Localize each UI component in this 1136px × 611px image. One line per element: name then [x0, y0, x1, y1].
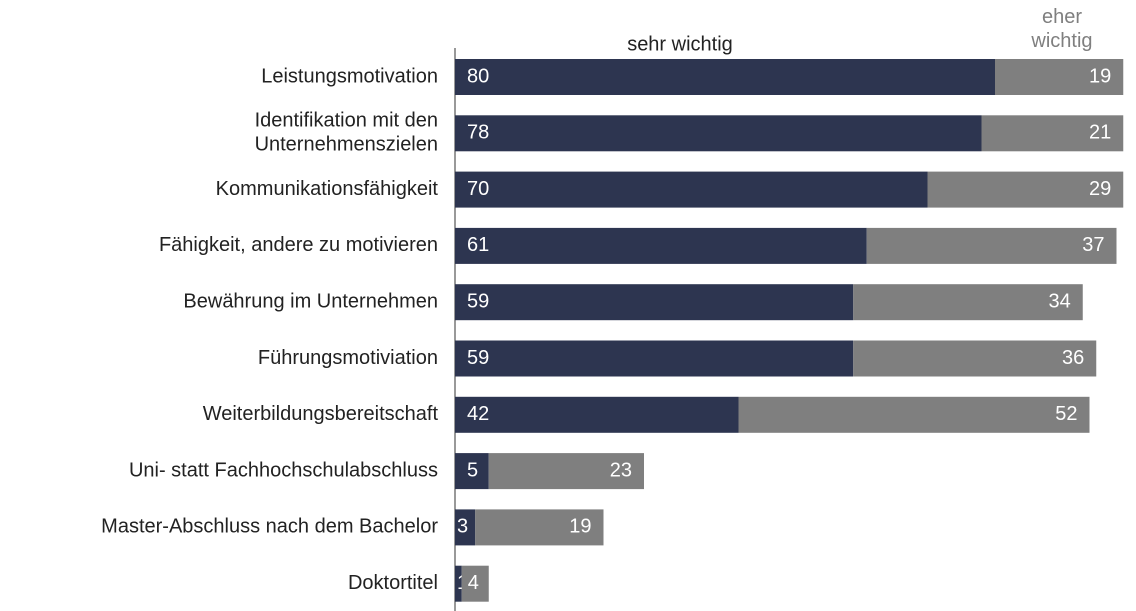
- value-label: 19: [1089, 65, 1111, 87]
- bar-segment: [853, 284, 1083, 321]
- value-label: 23: [610, 459, 632, 481]
- value-label: 3: [457, 516, 468, 538]
- bar-segment: [455, 115, 982, 152]
- bar-segment: [927, 171, 1124, 208]
- value-label: 78: [467, 122, 489, 144]
- category-label: Master-Abschluss nach dem Bachelor: [101, 516, 438, 538]
- category-label: Identifikation mit den Unternehmenszielen: [255, 110, 438, 156]
- bar-segment: [461, 565, 489, 602]
- category-label: Bewährung im Unternehmen: [183, 290, 438, 312]
- bar-segment: [455, 396, 739, 433]
- value-label: 70: [467, 178, 489, 200]
- value-label: 19: [569, 516, 591, 538]
- category-label: Fähigkeit, andere zu motivieren: [159, 234, 438, 256]
- value-label: 36: [1062, 347, 1084, 369]
- value-label: 37: [1082, 234, 1104, 256]
- bar-segment: [455, 509, 476, 546]
- bar-segment: [853, 340, 1097, 377]
- bar-segment: [455, 171, 928, 208]
- bar-segment: [455, 59, 995, 95]
- value-label: 34: [1049, 290, 1071, 312]
- legend-label: sehr wichtig: [627, 33, 733, 55]
- bar-segment: [455, 453, 489, 490]
- legend-label: eher wichtig: [1030, 6, 1092, 52]
- value-label: 59: [467, 347, 489, 369]
- value-label: 80: [467, 65, 489, 87]
- value-label: 21: [1089, 122, 1111, 144]
- value-label: 4: [468, 572, 479, 594]
- category-label: Führungsmotiviation: [258, 347, 438, 369]
- bar-segment: [488, 453, 644, 490]
- category-label: Leistungsmotivation: [261, 65, 438, 87]
- category-label: Uni- statt Fachhochschulabschluss: [129, 459, 438, 481]
- value-label: 29: [1089, 178, 1111, 200]
- bar-segment: [475, 509, 604, 546]
- bar-segment: [455, 284, 854, 321]
- bar-segment: [981, 115, 1124, 152]
- value-label: 59: [467, 290, 489, 312]
- value-label: 52: [1055, 403, 1077, 425]
- category-label: Weiterbildungsbereitschaft: [203, 403, 439, 425]
- bar-segment: [995, 59, 1124, 95]
- category-label: Doktortitel: [348, 572, 438, 594]
- value-label: 61: [467, 234, 489, 256]
- bar-segment: [455, 227, 867, 264]
- value-label: 42: [467, 403, 489, 425]
- category-label: Kommunikationsfähigkeit: [216, 178, 439, 200]
- bar-segment: [738, 396, 1090, 433]
- bar-segment: [455, 340, 854, 377]
- value-label: 5: [467, 459, 478, 481]
- bar-segment: [866, 227, 1117, 264]
- bar-segment: [455, 565, 462, 602]
